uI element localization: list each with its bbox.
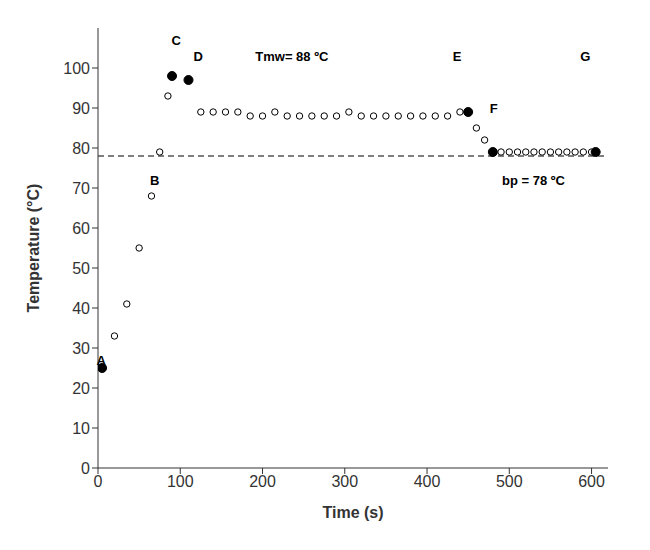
svg-text:A: A — [97, 353, 107, 368]
svg-text:10: 10 — [72, 420, 90, 437]
svg-text:F: F — [490, 101, 498, 116]
svg-text:0: 0 — [81, 460, 90, 477]
svg-text:80: 80 — [72, 140, 90, 157]
svg-text:Temperature (°C): Temperature (°C) — [25, 184, 42, 313]
svg-text:E: E — [453, 49, 462, 64]
svg-text:100: 100 — [167, 473, 194, 490]
svg-text:70: 70 — [72, 180, 90, 197]
svg-text:G: G — [580, 49, 590, 64]
svg-text:B: B — [150, 173, 159, 188]
svg-text:50: 50 — [72, 260, 90, 277]
svg-text:bp = 78 ºC: bp = 78 ºC — [502, 173, 566, 188]
svg-text:600: 600 — [578, 473, 605, 490]
svg-text:400: 400 — [414, 473, 441, 490]
svg-text:D: D — [194, 49, 203, 64]
svg-text:40: 40 — [72, 300, 90, 317]
svg-text:C: C — [171, 33, 181, 48]
svg-text:20: 20 — [72, 380, 90, 397]
svg-text:Tmw= 88 ºC: Tmw= 88 ºC — [255, 49, 329, 64]
svg-text:30: 30 — [72, 340, 90, 357]
svg-text:100: 100 — [63, 60, 90, 77]
svg-text:0: 0 — [94, 473, 103, 490]
svg-text:300: 300 — [331, 473, 358, 490]
svg-text:60: 60 — [72, 220, 90, 237]
svg-text:90: 90 — [72, 100, 90, 117]
svg-text:Time (s): Time (s) — [322, 504, 383, 521]
svg-text:500: 500 — [496, 473, 523, 490]
svg-text:200: 200 — [249, 473, 276, 490]
